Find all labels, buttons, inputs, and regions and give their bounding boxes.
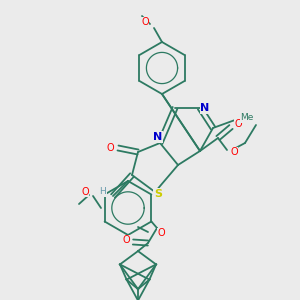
Text: O: O bbox=[141, 17, 149, 27]
Text: O: O bbox=[106, 143, 114, 153]
Text: O: O bbox=[122, 235, 130, 245]
Text: Me: Me bbox=[240, 113, 254, 122]
Text: O: O bbox=[234, 119, 242, 129]
Text: N: N bbox=[200, 103, 210, 113]
Text: S: S bbox=[154, 189, 162, 199]
Text: O: O bbox=[157, 228, 165, 238]
Text: O: O bbox=[81, 187, 89, 197]
Text: O: O bbox=[230, 147, 238, 157]
Text: N: N bbox=[153, 132, 163, 142]
Text: H: H bbox=[100, 188, 106, 196]
